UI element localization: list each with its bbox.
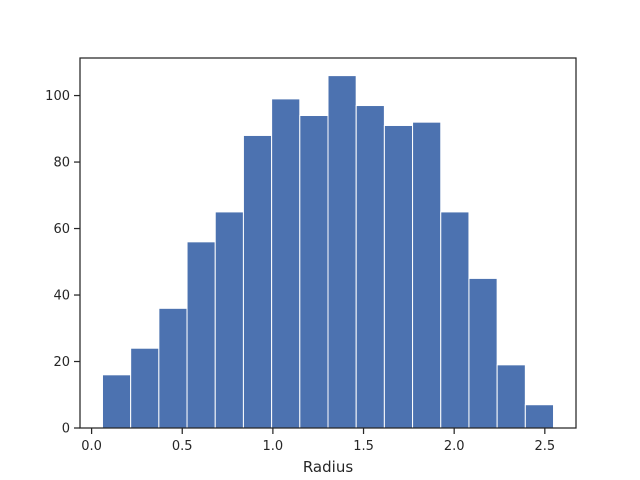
y-axis: 0 20 40 60 80 100 [45,89,80,437]
histogram-bar [468,277,498,429]
y-tick-label: 0 [62,422,70,437]
histogram-bar [299,115,329,429]
y-tick-label: 60 [53,222,70,237]
histogram-bar [130,347,160,429]
histogram-bar [186,241,216,429]
histogram-bar [158,307,188,429]
histogram-bar [524,404,555,429]
x-axis-label: Radius [303,458,353,476]
x-tick-label: 1.5 [353,439,374,454]
histogram-bar [101,374,132,429]
histogram-bar [496,364,526,429]
histogram-bar [327,75,357,429]
y-tick-label: 20 [53,355,70,370]
histogram-bar [412,121,442,429]
x-axis: 0.0 0.5 1.0 1.5 2.0 2.5 [81,428,555,454]
y-tick-label: 100 [45,89,70,104]
bars-group [101,75,555,429]
x-tick-label: 2.0 [444,439,465,454]
x-tick-label: 0.0 [81,439,102,454]
x-tick-label: 2.5 [534,439,555,454]
histogram-bar [214,211,244,429]
y-tick-label: 80 [53,156,70,171]
x-tick-label: 0.5 [172,439,193,454]
histogram-bar [271,98,301,429]
plot-frame [79,57,577,429]
histogram-bar [242,134,273,429]
x-tick-label: 1.0 [263,439,284,454]
y-tick-label: 40 [53,289,70,304]
histogram-bar [355,105,385,429]
histogram-bar [440,211,470,429]
histogram-bar [383,124,414,429]
